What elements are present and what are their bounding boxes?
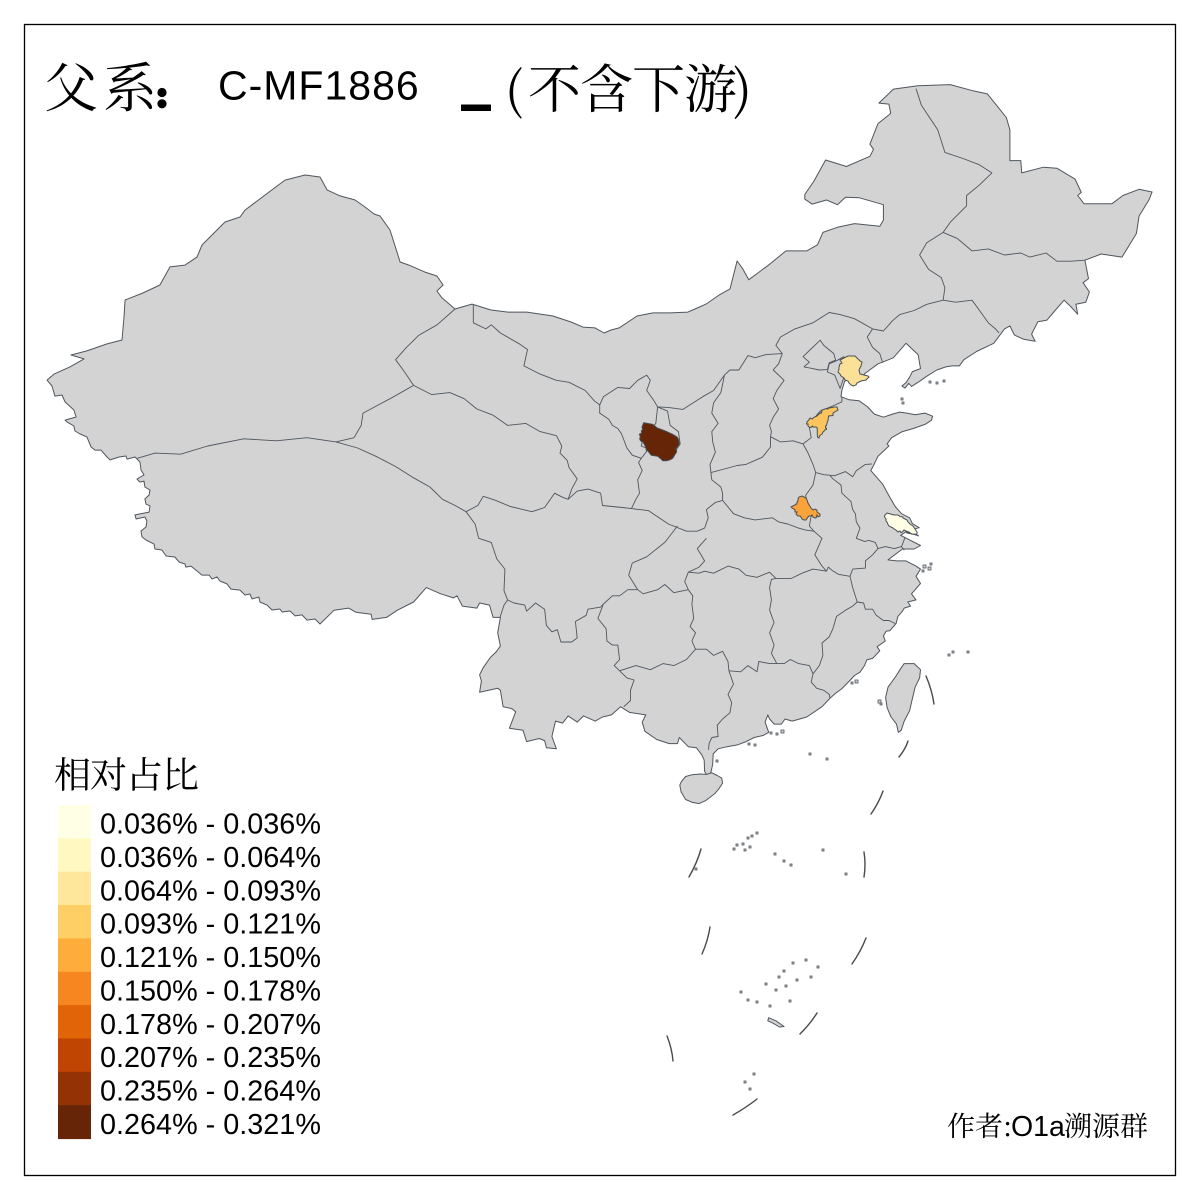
svg-text:0.121% - 0.150%: 0.121% - 0.150% (100, 942, 321, 974)
svg-text:0.207% - 0.235%: 0.207% - 0.235% (100, 1042, 321, 1074)
svg-text:0.150% - 0.178%: 0.150% - 0.178% (100, 975, 321, 1007)
svg-text:C-MF1886: C-MF1886 (218, 63, 420, 109)
svg-text:0.036% - 0.064%: 0.036% - 0.064% (100, 842, 321, 874)
svg-text:0.264% - 0.321%: 0.264% - 0.321% (100, 1109, 321, 1141)
svg-text:O1a: O1a (1011, 1111, 1065, 1143)
svg-text:0.235% - 0.264%: 0.235% - 0.264% (100, 1076, 321, 1108)
svg-text:0.093% - 0.121%: 0.093% - 0.121% (100, 909, 321, 941)
svg-text:0.178% - 0.207%: 0.178% - 0.207% (100, 1009, 321, 1041)
svg-text:0.064% - 0.093%: 0.064% - 0.093% (100, 875, 321, 907)
svg-text:0.036% - 0.036%: 0.036% - 0.036% (100, 809, 321, 841)
